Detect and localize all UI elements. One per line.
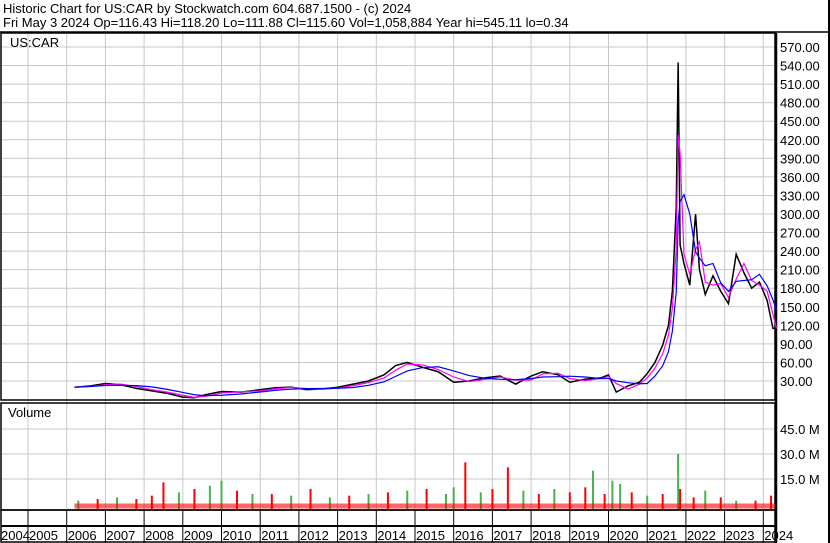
volume-panel-label: Volume: [8, 405, 51, 420]
volume-bar: [328, 497, 331, 509]
year-label: 2006: [68, 528, 97, 543]
year-label: 2010: [223, 528, 252, 543]
year-label: 2024: [764, 528, 793, 543]
price-tick-label: 420.00: [780, 133, 820, 148]
price-tick-label: 120.00: [780, 318, 820, 333]
price-tick-label: 300.00: [780, 207, 820, 222]
year-label: 2016: [455, 528, 484, 543]
volume-bar: [406, 490, 409, 509]
volume-bar: [537, 494, 540, 509]
volume-bar: [506, 467, 509, 509]
year-label: 2019: [571, 528, 600, 543]
volume-bar: [150, 495, 153, 509]
volume-bar: [444, 494, 447, 509]
price-tick-label: 360.00: [780, 170, 820, 185]
price-tick-label: 90.00: [780, 337, 813, 352]
price-tick-label: 210.00: [780, 263, 820, 278]
volume-bar: [309, 489, 312, 509]
volume-bar: [592, 470, 595, 509]
price-tick-label: 240.00: [780, 244, 820, 259]
price-tick-label: 60.00: [780, 355, 813, 370]
volume-bar: [679, 489, 682, 509]
year-label: 2014: [377, 528, 406, 543]
year-label: 2004: [1, 528, 30, 543]
year-label: 2012: [300, 528, 329, 543]
year-label: 2023: [726, 528, 755, 543]
volume-bar: [177, 492, 180, 509]
volume-bar: [367, 494, 370, 509]
price-tick-label: 540.00: [780, 59, 820, 74]
window-border: [828, 0, 830, 543]
volume-tick-label: 30.0 M: [780, 447, 820, 462]
price-tick-label: 330.00: [780, 188, 820, 203]
volume-bar: [661, 494, 664, 509]
volume-bar: [568, 492, 571, 509]
price-panel-frame: [0, 32, 776, 401]
year-label: 2005: [29, 528, 58, 543]
volume-bar: [270, 494, 273, 509]
year-label: 2011: [261, 528, 289, 543]
volume-bar: [162, 482, 165, 509]
year-label: 2021: [648, 528, 677, 543]
price-tick-label: 180.00: [780, 281, 820, 296]
volume-bar: [386, 492, 389, 509]
volume-bar: [491, 489, 494, 509]
volume-bar: [208, 485, 211, 509]
volume-bar: [235, 490, 238, 509]
volume-tick-label: 45.0 M: [780, 422, 820, 437]
year-label: 2008: [145, 528, 174, 543]
volume-bar: [193, 489, 196, 509]
year-label: 2013: [339, 528, 368, 543]
volume-tick-label: 15.0 M: [780, 472, 820, 487]
year-label: 2020: [610, 528, 639, 543]
volume-bar: [452, 487, 455, 509]
year-label: 2007: [106, 528, 135, 543]
year-label: 2009: [184, 528, 213, 543]
volume-bar: [116, 497, 119, 509]
price-tick-label: 510.00: [780, 77, 820, 92]
price-panel-label: US:CAR: [10, 35, 59, 50]
volume-bar: [603, 494, 606, 509]
price-tick-label: 150.00: [780, 300, 820, 315]
volume-bar: [646, 495, 649, 509]
chart-title: Historic Chart for US:CAR by Stockwatch.…: [3, 1, 412, 16]
volume-bar: [553, 489, 556, 509]
year-label: 2022: [687, 528, 716, 543]
volume-bar: [522, 490, 525, 509]
volume-bar: [479, 492, 482, 509]
price-tick-label: 450.00: [780, 114, 820, 129]
volume-bar: [692, 497, 695, 509]
volume-bar: [719, 497, 722, 509]
price-line: [74, 62, 777, 399]
volume-bar: [611, 480, 614, 509]
volume-bar: [619, 484, 622, 509]
year-label: 2018: [532, 528, 561, 543]
moving-average-short: [74, 135, 778, 398]
volume-bar: [220, 480, 223, 509]
volume-bar: [630, 492, 633, 509]
price-tick-label: 30.00: [780, 374, 813, 389]
price-tick-label: 570.00: [780, 40, 820, 55]
quote-line: Fri May 3 2024 Op=116.43 Hi=118.20 Lo=11…: [3, 15, 569, 30]
year-label: 2015: [416, 528, 445, 543]
volume-bar: [290, 495, 293, 509]
volume-bar: [464, 462, 467, 509]
volume-bar: [584, 487, 587, 509]
price-tick-label: 390.00: [780, 151, 820, 166]
price-tick-label: 270.00: [780, 226, 820, 241]
volume-bar: [425, 489, 428, 509]
volume-bar: [348, 495, 351, 509]
volume-bar: [251, 494, 254, 509]
moving-average-long: [74, 193, 778, 397]
volume-bar: [677, 454, 680, 509]
year-label: 2017: [493, 528, 522, 543]
price-tick-label: 480.00: [780, 96, 820, 111]
volume-bar: [770, 495, 773, 509]
volume-bar: [704, 490, 707, 509]
